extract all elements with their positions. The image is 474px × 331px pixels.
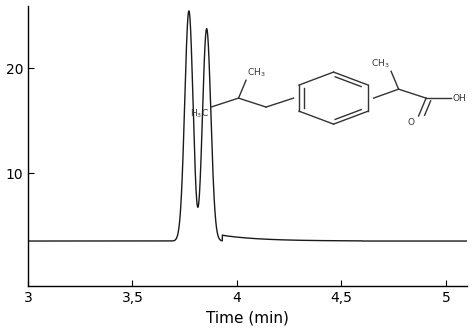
X-axis label: Time (min): Time (min) [206, 310, 289, 325]
